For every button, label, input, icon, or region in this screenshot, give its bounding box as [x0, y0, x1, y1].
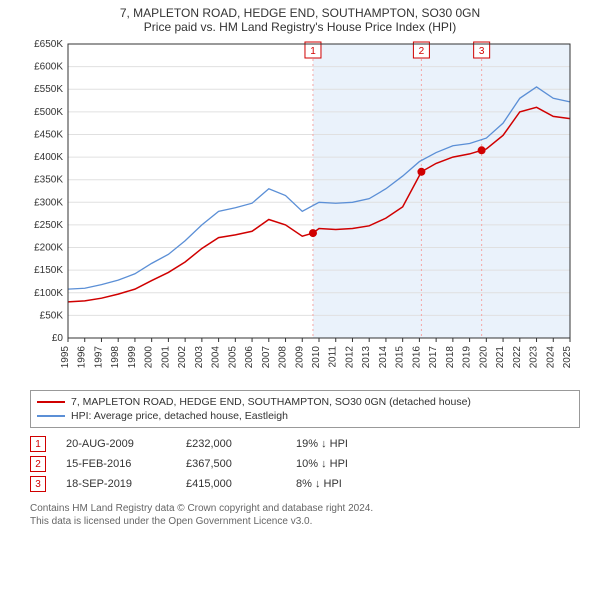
- svg-text:2017: 2017: [428, 346, 439, 369]
- svg-text:2001: 2001: [160, 346, 171, 369]
- event-marker-icon: 3: [30, 476, 46, 492]
- svg-text:2021: 2021: [495, 346, 506, 369]
- svg-text:3: 3: [479, 46, 485, 57]
- event-hpi: 8% ↓ HPI: [296, 478, 386, 490]
- svg-text:2000: 2000: [144, 346, 155, 369]
- svg-text:2022: 2022: [512, 346, 523, 369]
- svg-text:2007: 2007: [261, 346, 272, 369]
- svg-text:2019: 2019: [462, 346, 473, 369]
- svg-text:2018: 2018: [445, 346, 456, 369]
- svg-text:2016: 2016: [411, 346, 422, 369]
- chart-svg: £0 £50K £100K £150K £200K £250K £300K £350K £400…: [20, 36, 580, 386]
- legend-label-property: 7, MAPLETON ROAD, HEDGE END, SOUTHAMPTON…: [71, 395, 471, 409]
- event-price: £415,000: [186, 478, 276, 490]
- svg-text:1997: 1997: [93, 346, 104, 369]
- svg-text:£200K: £200K: [34, 243, 63, 254]
- legend-item-property: 7, MAPLETON ROAD, HEDGE END, SOUTHAMPTON…: [37, 395, 573, 409]
- svg-text:£0: £0: [52, 333, 64, 344]
- svg-text:2025: 2025: [562, 346, 573, 369]
- svg-text:1996: 1996: [77, 346, 88, 369]
- svg-text:1: 1: [310, 46, 316, 57]
- svg-text:2005: 2005: [227, 346, 238, 369]
- event-price: £232,000: [186, 438, 276, 450]
- svg-text:2024: 2024: [545, 346, 556, 369]
- svg-text:2014: 2014: [378, 346, 389, 369]
- legend-box: 7, MAPLETON ROAD, HEDGE END, SOUTHAMPTON…: [30, 390, 580, 428]
- svg-text:£50K: £50K: [40, 310, 64, 321]
- svg-text:2006: 2006: [244, 346, 255, 369]
- svg-text:2002: 2002: [177, 346, 188, 369]
- svg-text:2009: 2009: [294, 346, 305, 369]
- event-hpi: 10% ↓ HPI: [296, 458, 386, 470]
- footer-text: Contains HM Land Registry data © Crown c…: [30, 502, 580, 528]
- svg-text:1999: 1999: [127, 346, 138, 369]
- event-row: 3 18-SEP-2019 £415,000 8% ↓ HPI: [30, 474, 580, 494]
- svg-text:2: 2: [419, 46, 425, 57]
- event-date: 20-AUG-2009: [66, 438, 166, 450]
- chart-area: £0 £50K £100K £150K £200K £250K £300K £350K £400…: [20, 36, 580, 386]
- svg-text:£350K: £350K: [34, 175, 63, 186]
- svg-text:£550K: £550K: [34, 84, 63, 95]
- svg-text:£450K: £450K: [34, 129, 63, 140]
- svg-text:£600K: £600K: [34, 62, 63, 73]
- svg-text:2011: 2011: [328, 346, 339, 368]
- event-row: 1 20-AUG-2009 £232,000 19% ↓ HPI: [30, 434, 580, 454]
- legend-swatch-hpi: [37, 415, 65, 417]
- svg-text:£150K: £150K: [34, 265, 63, 276]
- svg-text:£250K: £250K: [34, 220, 63, 231]
- footer-line-1: Contains HM Land Registry data © Crown c…: [30, 502, 580, 515]
- event-date: 15-FEB-2016: [66, 458, 166, 470]
- svg-text:2020: 2020: [478, 346, 489, 369]
- legend-swatch-property: [37, 401, 65, 403]
- svg-text:2010: 2010: [311, 346, 322, 369]
- event-hpi: 19% ↓ HPI: [296, 438, 386, 450]
- svg-text:£650K: £650K: [34, 39, 63, 50]
- svg-text:£400K: £400K: [34, 152, 63, 163]
- svg-text:1998: 1998: [110, 346, 121, 369]
- legend-label-hpi: HPI: Average price, detached house, East…: [71, 409, 288, 423]
- svg-text:£300K: £300K: [34, 197, 63, 208]
- event-marker-icon: 1: [30, 436, 46, 452]
- event-marker-icon: 2: [30, 456, 46, 472]
- event-row: 2 15-FEB-2016 £367,500 10% ↓ HPI: [30, 454, 580, 474]
- title-line-2: Price paid vs. HM Land Registry's House …: [0, 20, 600, 34]
- chart-title-block: 7, MAPLETON ROAD, HEDGE END, SOUTHAMPTON…: [0, 0, 600, 36]
- svg-text:2004: 2004: [211, 346, 222, 369]
- svg-text:2013: 2013: [361, 346, 372, 369]
- svg-text:£100K: £100K: [34, 288, 63, 299]
- svg-text:2023: 2023: [529, 346, 540, 369]
- legend-item-hpi: HPI: Average price, detached house, East…: [37, 409, 573, 423]
- event-price: £367,500: [186, 458, 276, 470]
- svg-text:£500K: £500K: [34, 107, 63, 118]
- footer-line-2: This data is licensed under the Open Gov…: [30, 515, 580, 528]
- event-date: 18-SEP-2019: [66, 478, 166, 490]
- title-line-1: 7, MAPLETON ROAD, HEDGE END, SOUTHAMPTON…: [0, 6, 600, 20]
- events-table: 1 20-AUG-2009 £232,000 19% ↓ HPI 2 15-FE…: [30, 434, 580, 494]
- svg-text:2015: 2015: [395, 346, 406, 369]
- svg-text:2008: 2008: [278, 346, 289, 369]
- svg-text:1995: 1995: [60, 346, 71, 369]
- svg-text:2012: 2012: [344, 346, 355, 369]
- svg-text:2003: 2003: [194, 346, 205, 369]
